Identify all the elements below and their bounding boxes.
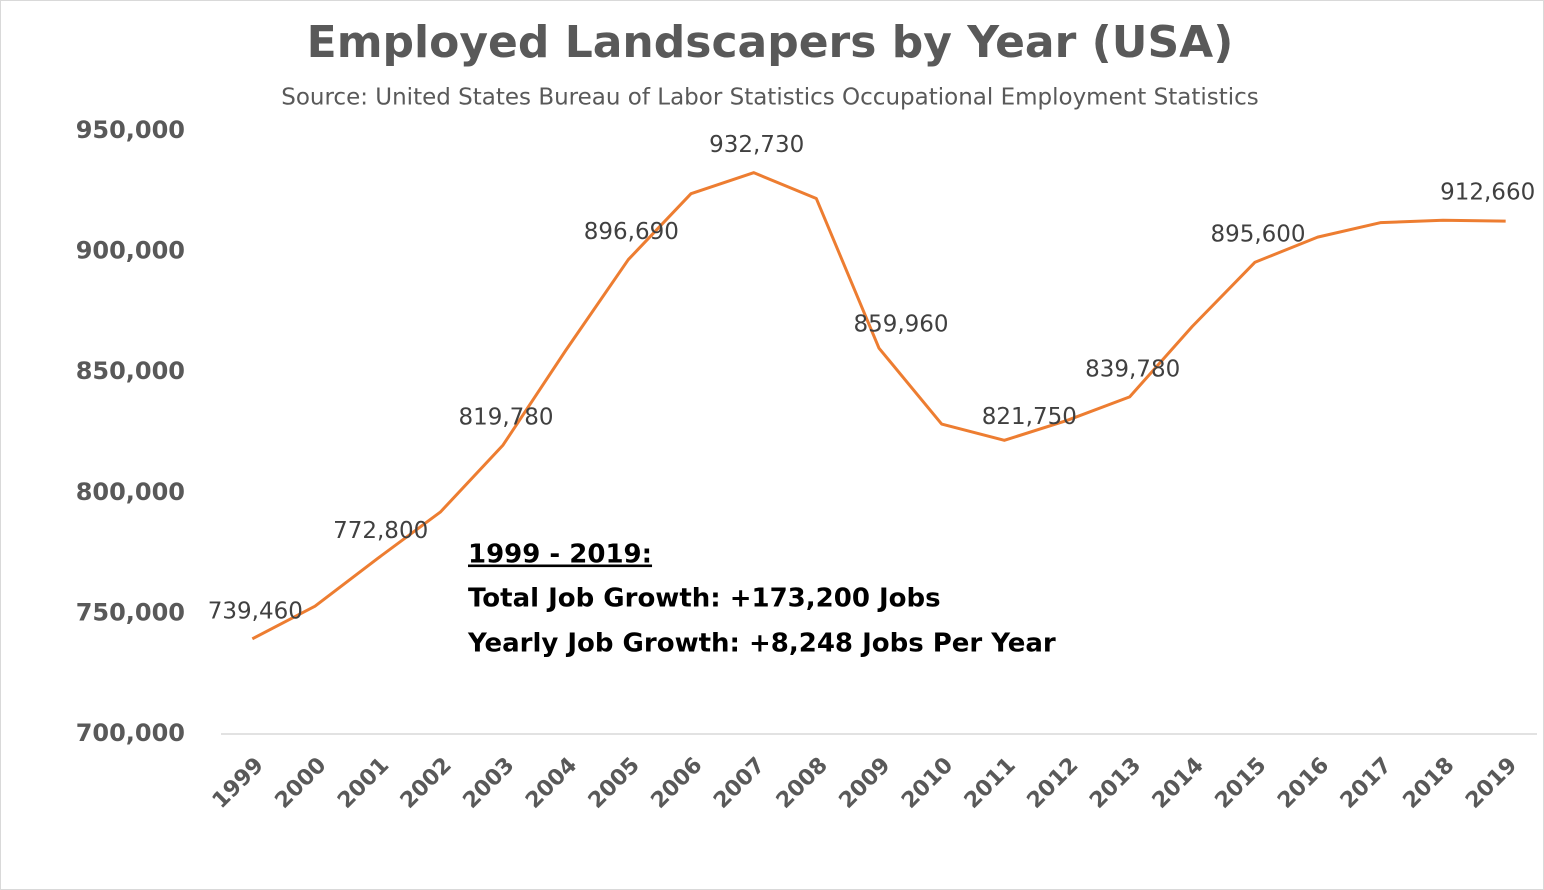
data-label: 772,800 bbox=[333, 518, 428, 544]
chart-title: Employed Landscapers by Year (USA) bbox=[307, 17, 1234, 68]
annotation: 1999 - 2019: bbox=[468, 540, 652, 570]
y-tick-label: 800,000 bbox=[76, 478, 185, 506]
y-tick-label: 750,000 bbox=[76, 598, 185, 626]
data-label: 821,750 bbox=[982, 404, 1077, 430]
annotation: Total Job Growth: +173,200 Jobs bbox=[468, 584, 941, 614]
line-series bbox=[251, 171, 1506, 641]
y-tick-label: 850,000 bbox=[76, 357, 185, 385]
chart-subtitle: Source: United States Bureau of Labor St… bbox=[281, 85, 1259, 111]
data-label: 859,960 bbox=[853, 312, 948, 338]
data-label: 819,780 bbox=[458, 405, 553, 431]
data-label: 912,660 bbox=[1440, 180, 1535, 206]
data-label: 739,460 bbox=[208, 598, 303, 624]
data-label: 895,600 bbox=[1210, 222, 1305, 248]
data-label: 839,780 bbox=[1085, 356, 1180, 382]
data-label: 896,690 bbox=[584, 219, 679, 245]
y-tick-label: 700,000 bbox=[76, 719, 185, 747]
annotation: Yearly Job Growth: +8,248 Jobs Per Year bbox=[467, 629, 1056, 659]
y-tick-label: 950,000 bbox=[76, 116, 185, 144]
data-label: 932,730 bbox=[709, 132, 804, 158]
y-tick-label: 900,000 bbox=[76, 237, 185, 265]
